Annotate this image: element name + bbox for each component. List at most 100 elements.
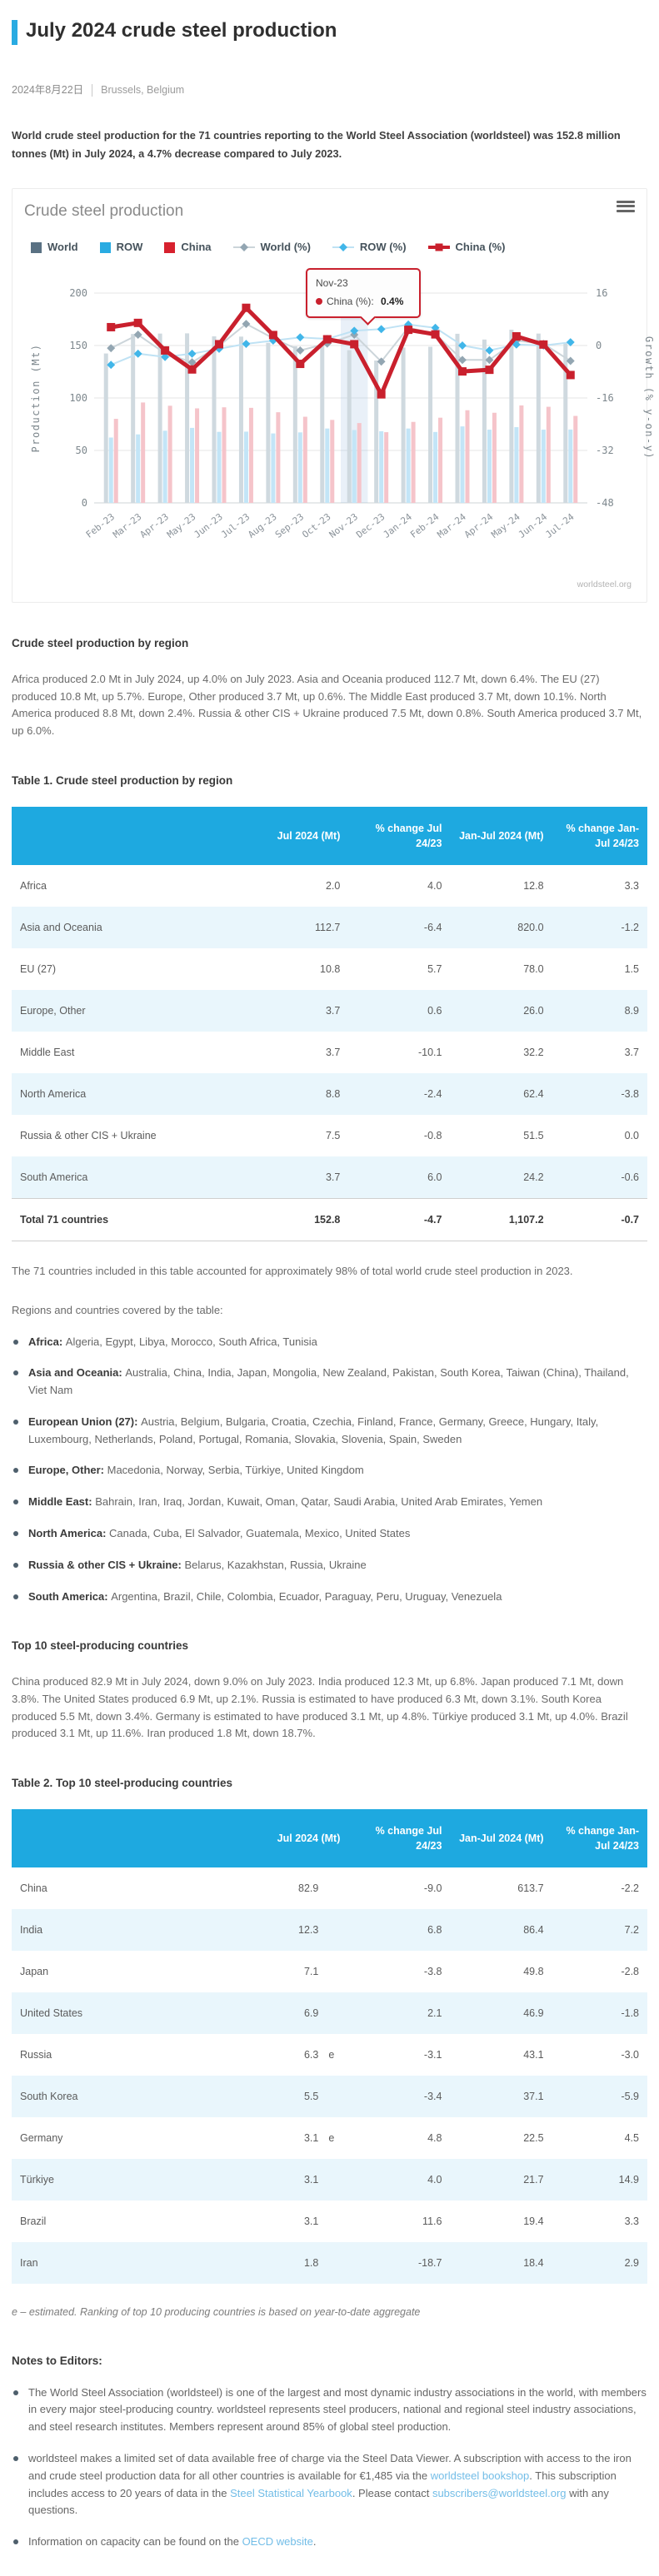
svg-text:Feb-23: Feb-23 bbox=[84, 511, 117, 540]
table2-top10-countries: Jul 2024 (Mt)% change Jul 24/23 Jan-Jul 2… bbox=[12, 1808, 647, 2285]
coverage-intro: Regions and countries covered by the tab… bbox=[12, 1303, 223, 1316]
table-cell: Brazil bbox=[20, 2215, 47, 2228]
legend-item-world[interactable]: World bbox=[31, 239, 78, 256]
region-coverage-item: Russia & other CIS + Ukraine: Belarus, K… bbox=[12, 1557, 647, 1574]
chart-plot-area[interactable]: 200 16 150 0 100 -16 50 -32 0 -48 Feb-23 Mar-23 Apr-… bbox=[24, 261, 655, 577]
table-cell: -3.8 bbox=[621, 1087, 639, 1100]
region-label: Asia and Oceania: bbox=[28, 1366, 126, 1380]
table-cell: 24.2 bbox=[523, 1171, 544, 1183]
table-cell: -1.2 bbox=[621, 921, 639, 933]
table-cell: 37.1 bbox=[523, 2091, 544, 2103]
table1-region-production: Jul 2024 (Mt)% change Jul 24/23 Jan-Jul 2… bbox=[12, 806, 647, 1241]
table-cell: 5.7 bbox=[427, 962, 442, 975]
table-cell: 1.5 bbox=[624, 962, 639, 975]
legend-item-world[interactable]: World (%) bbox=[232, 239, 311, 256]
table-cell: 43.1 bbox=[523, 2049, 544, 2061]
chart-tooltip: Nov-23 China (%): 0.4% bbox=[306, 267, 421, 326]
table-cell: South Korea bbox=[20, 2091, 78, 2103]
legend-item-row[interactable]: ROW bbox=[99, 239, 143, 256]
table-cell: 2.1 bbox=[427, 2007, 442, 2020]
table-cell: 0.0 bbox=[624, 1129, 639, 1141]
table-cell: 613.7 bbox=[517, 1882, 544, 1895]
table-cell: 49.8 bbox=[523, 1966, 544, 1978]
table-cell: 8.8 bbox=[325, 1087, 341, 1100]
region-label: Russia & other CIS + Ukraine: bbox=[28, 1558, 185, 1571]
table-cell: 0.6 bbox=[427, 1004, 442, 1017]
table-cell: 820.0 bbox=[517, 921, 544, 933]
svg-text:150: 150 bbox=[69, 340, 87, 351]
svg-text:Oct-23: Oct-23 bbox=[300, 511, 332, 540]
table-cell: 4.8 bbox=[427, 2132, 442, 2145]
chart-menu-button[interactable] bbox=[617, 199, 635, 214]
table-cell: -3.4 bbox=[423, 2091, 442, 2103]
table-cell: -2.2 bbox=[621, 1882, 639, 1895]
legend-label: World bbox=[47, 240, 78, 253]
table-row: South America 3.7 6.0 24.2 -0.6 bbox=[12, 1156, 647, 1199]
legend-label: China (%) bbox=[455, 240, 506, 253]
legend-label: ROW bbox=[116, 240, 143, 253]
table-cell: 46.9 bbox=[523, 2007, 544, 2020]
tooltip-month: Nov-23 bbox=[316, 276, 348, 289]
tooltip-series-label: China (%): bbox=[327, 295, 377, 307]
legend-line-icon bbox=[332, 243, 354, 252]
notes-heading: Notes to Editors: bbox=[12, 2355, 102, 2368]
svg-text:Mar-24: Mar-24 bbox=[436, 511, 469, 540]
inline-link[interactable]: OECD website bbox=[242, 2535, 313, 2549]
svg-text:Growth (% y-on-y): Growth (% y-on-y) bbox=[643, 336, 655, 460]
table-cell: 7.1 bbox=[303, 1966, 319, 1978]
estimate-flag: e bbox=[328, 2049, 335, 2061]
column-header: Jan-Jul 2024 (Mt) bbox=[450, 806, 552, 865]
table-cell: Iran bbox=[20, 2257, 38, 2270]
table-cell: 8.9 bbox=[624, 1004, 639, 1017]
svg-text:100: 100 bbox=[69, 392, 87, 404]
table-cell: -0.8 bbox=[423, 1129, 442, 1141]
table-cell: 4.0 bbox=[427, 879, 442, 892]
inline-link[interactable]: subscribers@worldsteel.org bbox=[432, 2486, 567, 2499]
title-accent-bar bbox=[12, 20, 17, 45]
legend-label: ROW (%) bbox=[359, 240, 407, 253]
region-coverage-item: European Union (27): Austria, Belgium, B… bbox=[12, 1414, 647, 1449]
column-header bbox=[12, 1808, 241, 1868]
region-label: Middle East: bbox=[28, 1495, 96, 1509]
table-cell: -1.8 bbox=[621, 2007, 639, 2020]
table-cell: 6.3 e bbox=[241, 2034, 349, 2076]
region-label: South America: bbox=[28, 1589, 112, 1603]
table-cell: -3.8 bbox=[423, 1966, 442, 1978]
legend-item-row[interactable]: ROW (%) bbox=[332, 239, 407, 256]
svg-text:Feb-24: Feb-24 bbox=[408, 511, 442, 540]
column-header bbox=[12, 806, 253, 865]
table-cell: 7.2 bbox=[624, 1924, 639, 1937]
legend-item-china[interactable]: China bbox=[164, 239, 212, 256]
table-row: India 12.3 6.8 86.4 7.2 bbox=[12, 1909, 647, 1952]
table-cell: -2.8 bbox=[621, 1966, 639, 1978]
inline-link[interactable]: Steel Statistical Yearbook bbox=[230, 2486, 352, 2499]
column-header: Jan-Jul 2024 (Mt) bbox=[450, 1808, 552, 1868]
svg-text:Sep-23: Sep-23 bbox=[273, 511, 306, 540]
svg-text:Jul-24: Jul-24 bbox=[543, 511, 577, 540]
legend-item-china[interactable]: China (%) bbox=[427, 239, 506, 256]
table-cell: -2.4 bbox=[423, 1087, 442, 1100]
table-cell: 4.5 bbox=[624, 2132, 639, 2145]
table-cell: EU (27) bbox=[20, 962, 57, 975]
table-cell: 6.9 bbox=[303, 2007, 319, 2020]
table-cell: Japan bbox=[20, 1966, 49, 1978]
table-row: Brazil 3.1 11.6 19.4 3.3 bbox=[12, 2201, 647, 2242]
table-row: Europe, Other 3.7 0.6 26.0 8.9 bbox=[12, 989, 647, 1032]
table-cell: 1,107.2 bbox=[450, 1197, 552, 1241]
region-coverage-item: Africa: Algeria, Egypt, Libya, Morocco, … bbox=[12, 1334, 647, 1351]
table-cell: -3.0 bbox=[621, 2049, 639, 2061]
table-row: Germany 3.1 e 4.8 22.5 4.5 bbox=[12, 2117, 647, 2159]
table-row: Japan 7.1 -3.8 49.8 -2.8 bbox=[12, 1951, 647, 1992]
svg-text:Apr-24: Apr-24 bbox=[462, 511, 496, 540]
note-item: Information on capacity can be found on … bbox=[12, 2534, 647, 2551]
table-row: Asia and Oceania 112.7 -6.4 820.0 -1.2 bbox=[12, 906, 647, 948]
chart-legend: World ROW China World (%) ROW (%) China (%) bbox=[31, 239, 635, 256]
table-cell: 10.8 bbox=[320, 962, 341, 975]
table-cell: 14.9 bbox=[618, 2174, 639, 2186]
inline-link[interactable]: worldsteel bookshop bbox=[430, 2469, 530, 2482]
table-cell: 78.0 bbox=[523, 962, 544, 975]
table-cell: 18.4 bbox=[523, 2257, 544, 2270]
table-row: Türkiye 3.1 4.0 21.7 14.9 bbox=[12, 2159, 647, 2201]
table-cell: 3.1 bbox=[303, 2215, 319, 2228]
